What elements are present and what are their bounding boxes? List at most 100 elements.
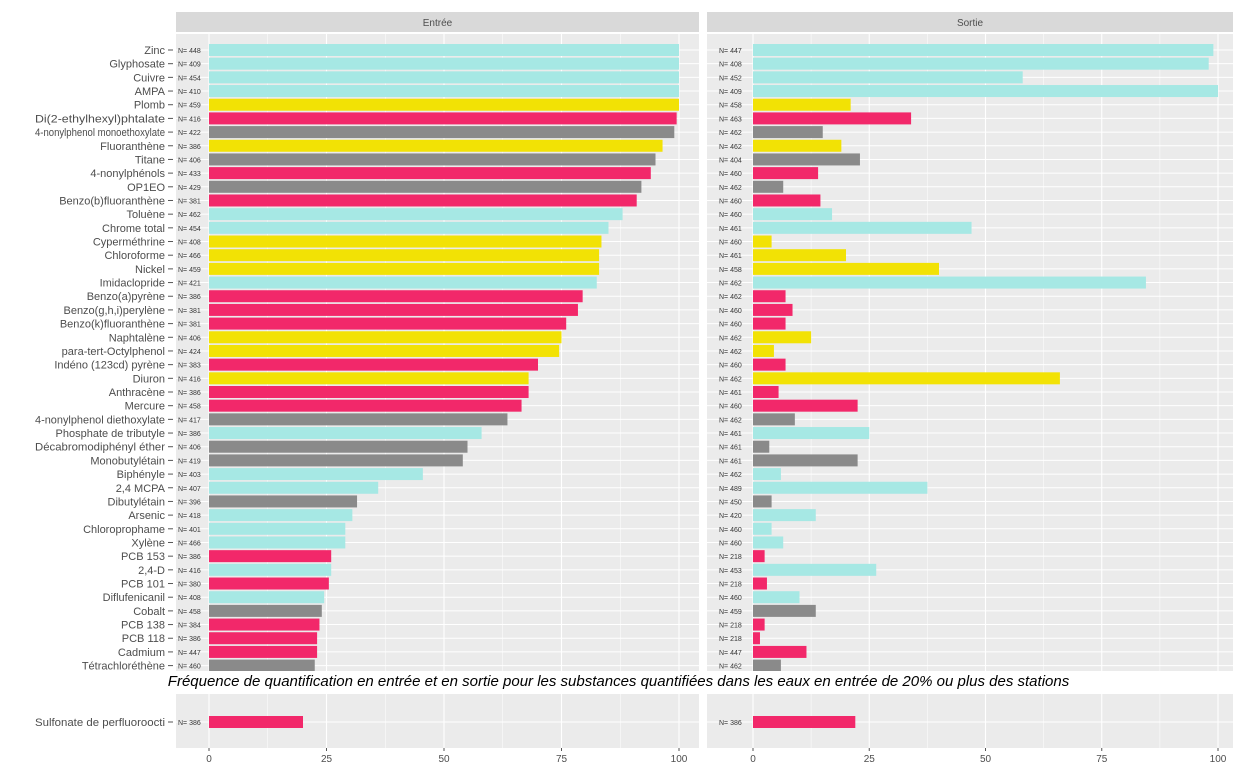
bar-entree — [209, 427, 482, 440]
n-label-sortie: N= 460 — [719, 404, 742, 411]
x-tick-label: 50 — [438, 754, 450, 765]
n-label-entree: N= 417 — [178, 417, 201, 424]
n-label-sortie: N= 489 — [719, 486, 742, 493]
y-tick-label: Zinc — [144, 45, 165, 57]
n-label-sortie: N= 458 — [719, 267, 742, 274]
y-tick-label: PCB 101 — [121, 579, 165, 591]
bar-entree — [209, 235, 602, 248]
bar-sortie — [753, 290, 786, 303]
bar-sortie — [753, 427, 870, 440]
y-tick-label: Di(2-ethylhexyl)phtalate — [35, 113, 165, 125]
bar-sortie — [753, 249, 846, 262]
bar-sortie — [753, 194, 821, 207]
n-label-sortie: N= 462 — [719, 472, 742, 479]
n-label-entree: N= 421 — [178, 281, 201, 288]
bar-sortie — [753, 331, 812, 344]
n-label-entree: N= 424 — [178, 349, 201, 356]
bar-sortie — [753, 645, 807, 658]
bar-sortie — [753, 358, 786, 371]
n-label-entree: N= 380 — [178, 582, 201, 589]
bar-entree — [209, 386, 529, 398]
n-label-entree: N= 408 — [178, 595, 201, 602]
bar-sortie — [753, 481, 928, 494]
bar-sortie — [753, 208, 833, 221]
x-tick-label: 0 — [206, 754, 212, 765]
bar-entree — [209, 126, 675, 139]
bar-entree — [209, 536, 346, 549]
bar-sortie — [753, 344, 774, 357]
y-tick-label: Cobalt — [133, 606, 165, 618]
n-label-entree: N= 419 — [178, 458, 201, 465]
bar-entree — [209, 509, 353, 522]
x-tick-label: 50 — [980, 754, 992, 765]
n-label-entree: N= 459 — [178, 103, 201, 110]
bar-sortie — [753, 85, 1218, 98]
bar-sortie — [753, 659, 781, 672]
bar-sortie — [753, 98, 851, 111]
n-label-sortie: N= 453 — [719, 568, 742, 575]
n-label-entree: N= 386 — [178, 390, 201, 397]
n-label-entree: N= 408 — [178, 240, 201, 247]
n-label-sortie: N= 461 — [719, 226, 742, 233]
y-tick-label: OP1EO — [127, 182, 165, 194]
bar-entree — [209, 468, 423, 481]
y-tick-label: Titane — [135, 154, 165, 166]
n-label-sortie: N= 461 — [719, 431, 742, 438]
y-tick-label: Monobutylétain — [90, 455, 165, 467]
n-label-sortie: N= 462 — [719, 281, 742, 288]
bar-entree — [209, 221, 609, 234]
bar-entree — [209, 276, 597, 289]
bar-entree — [209, 167, 651, 180]
x-tick-label: 75 — [556, 754, 568, 765]
n-label-entree: N= 418 — [178, 513, 201, 520]
bar-entree — [209, 591, 325, 604]
n-label-sortie: N= 460 — [719, 240, 742, 247]
n-label-entree: N= 386 — [178, 636, 201, 643]
bar-entree — [209, 303, 578, 316]
bar-entree — [209, 180, 642, 193]
y-tick-label: Chloroprophame — [83, 524, 165, 536]
bar-entree — [209, 399, 522, 412]
bar-entree — [209, 317, 567, 330]
y-tick-label: Nickel — [135, 264, 165, 276]
bar-sortie — [753, 509, 816, 522]
bar-entree — [209, 618, 320, 631]
bar-entree — [209, 454, 463, 467]
n-label-sortie: N= 462 — [719, 376, 742, 383]
n-label-sortie: N= 420 — [719, 513, 742, 520]
n-label-entree: N= 416 — [178, 376, 201, 383]
bar-sortie — [753, 550, 765, 563]
n-label-sortie: N= 218 — [719, 623, 742, 630]
bar-sortie — [753, 317, 786, 330]
bar-entree — [209, 331, 562, 344]
bar-sortie — [753, 372, 1060, 385]
n-label-sortie: N= 458 — [719, 103, 742, 110]
n-label-sortie: N= 460 — [719, 527, 742, 534]
y-tick-label: 4-nonylphenol diethoxylate — [35, 414, 165, 426]
n-label-entree: N= 416 — [178, 568, 201, 575]
y-tick-label: Cuivre — [133, 72, 165, 84]
bar-sortie — [753, 563, 877, 576]
y-tick-label: Plomb — [134, 100, 165, 112]
n-label-entree: N= 406 — [178, 445, 201, 452]
n-label-sortie: N= 386 — [719, 720, 742, 727]
n-label-entree: N= 409 — [178, 62, 201, 69]
y-tick-label: Imidaclopride — [100, 278, 165, 290]
n-label-sortie: N= 450 — [719, 499, 742, 506]
n-label-entree: N= 433 — [178, 171, 201, 178]
n-label-sortie: N= 408 — [719, 62, 742, 69]
y-tick-label: Arsenic — [128, 510, 165, 522]
bar-sortie — [753, 577, 767, 590]
y-tick-label: Cadmium — [118, 647, 165, 659]
y-tick-label: Diflufenicanil — [103, 592, 165, 604]
bar-sortie — [753, 399, 858, 412]
n-label-entree: N= 416 — [178, 116, 201, 123]
y-tick-label: Indéno (123cd) pyrène — [54, 360, 165, 372]
n-label-sortie: N= 218 — [719, 636, 742, 643]
n-label-entree: N= 466 — [178, 253, 201, 260]
n-label-entree: N= 384 — [178, 623, 201, 630]
n-label-sortie: N= 461 — [719, 445, 742, 452]
bar-sortie — [753, 591, 800, 604]
n-label-entree: N= 386 — [178, 554, 201, 561]
